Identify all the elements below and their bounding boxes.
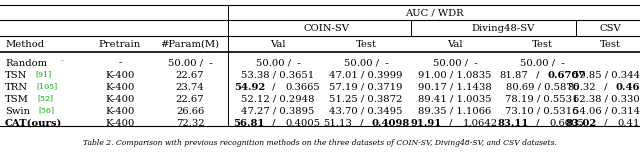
- Text: 83.02: 83.02: [565, 118, 596, 128]
- Text: 73.10 / 0.5316: 73.10 / 0.5316: [506, 107, 579, 116]
- Text: K-400: K-400: [106, 118, 134, 128]
- Text: 0.4193: 0.4193: [617, 118, 640, 128]
- Text: 52.12 / 0.2948: 52.12 / 0.2948: [241, 95, 315, 104]
- Text: 72.32: 72.32: [176, 118, 204, 128]
- Text: 22.67: 22.67: [176, 95, 204, 104]
- Text: TSN: TSN: [5, 71, 28, 80]
- Text: Val: Val: [447, 40, 463, 49]
- Text: 54.06 / 0.3141: 54.06 / 0.3141: [573, 107, 640, 116]
- Text: -: -: [118, 59, 122, 67]
- Text: 89.41 / 1.0035: 89.41 / 1.0035: [418, 95, 492, 104]
- Text: [105]: [105]: [36, 82, 57, 90]
- Text: K-400: K-400: [106, 95, 134, 104]
- Text: 90.17 / 1.1438: 90.17 / 1.1438: [418, 83, 492, 92]
- Text: 47.01 / 0.3999: 47.01 / 0.3999: [329, 71, 403, 80]
- Text: [56]: [56]: [38, 106, 54, 114]
- Text: 51.13: 51.13: [323, 118, 351, 128]
- Text: [52]: [52]: [37, 94, 53, 102]
- Text: /: /: [533, 118, 543, 128]
- Text: 83.11: 83.11: [498, 118, 529, 128]
- Text: 50.00 /  -: 50.00 / -: [433, 59, 477, 67]
- Text: 43.70 / 0.3495: 43.70 / 0.3495: [329, 107, 403, 116]
- Text: 54.92: 54.92: [234, 83, 265, 92]
- Text: Test: Test: [355, 40, 376, 49]
- Text: CAT(ours): CAT(ours): [5, 118, 62, 128]
- Text: #Param(M): #Param(M): [161, 40, 220, 49]
- Text: 80.32: 80.32: [567, 83, 596, 92]
- Text: 62.38 / 0.3308: 62.38 / 0.3308: [573, 95, 640, 104]
- Text: AUC / WDR: AUC / WDR: [404, 9, 463, 18]
- Text: Test: Test: [600, 40, 621, 49]
- Text: COIN-SV: COIN-SV: [304, 24, 350, 33]
- Text: 0.6707: 0.6707: [548, 71, 586, 80]
- Text: [91]: [91]: [35, 70, 51, 78]
- Text: 22.67: 22.67: [176, 71, 204, 80]
- Text: 89.35 / 1.1066: 89.35 / 1.1066: [419, 107, 492, 116]
- Text: 51.25 / 0.3872: 51.25 / 0.3872: [330, 95, 403, 104]
- Text: K-400: K-400: [106, 71, 134, 80]
- Text: 91.00 / 1.0835: 91.00 / 1.0835: [419, 71, 492, 80]
- Text: 26.66: 26.66: [176, 107, 204, 116]
- Text: TSM: TSM: [5, 95, 29, 104]
- Text: TRN: TRN: [5, 83, 28, 92]
- Text: 80.69 / 0.5876: 80.69 / 0.5876: [506, 83, 579, 92]
- Text: 57.19 / 0.3719: 57.19 / 0.3719: [329, 83, 403, 92]
- Text: 0.3665: 0.3665: [285, 83, 320, 92]
- Text: Test: Test: [531, 40, 552, 49]
- Text: 78.19 / 0.5531: 78.19 / 0.5531: [505, 95, 579, 104]
- Text: Random: Random: [5, 59, 47, 67]
- Text: 0.4005: 0.4005: [285, 118, 320, 128]
- Text: Pretrain: Pretrain: [99, 40, 141, 49]
- Text: /: /: [601, 83, 611, 92]
- Text: 59.85 / 0.3447: 59.85 / 0.3447: [573, 71, 640, 80]
- Text: /: /: [269, 118, 278, 128]
- Text: 1.0642: 1.0642: [462, 118, 497, 128]
- Text: Val: Val: [270, 40, 285, 49]
- Text: 0.4098: 0.4098: [372, 118, 410, 128]
- Text: K-400: K-400: [106, 107, 134, 116]
- Text: 56.81: 56.81: [234, 118, 265, 128]
- Text: 53.38 / 0.3651: 53.38 / 0.3651: [241, 71, 315, 80]
- Text: K-400: K-400: [106, 83, 134, 92]
- Text: -: -: [61, 57, 63, 65]
- Text: /: /: [601, 118, 611, 128]
- Text: 50.00 /  -: 50.00 / -: [520, 59, 564, 67]
- Text: /: /: [269, 83, 279, 92]
- Text: Method: Method: [5, 40, 44, 49]
- Text: 50.00 /  -: 50.00 / -: [344, 59, 388, 67]
- Text: /: /: [357, 118, 367, 128]
- Text: 81.87: 81.87: [499, 71, 527, 80]
- Text: 0.4677: 0.4677: [616, 83, 640, 92]
- Text: 23.74: 23.74: [175, 83, 204, 92]
- Text: CSV: CSV: [599, 24, 621, 33]
- Text: /: /: [446, 118, 456, 128]
- Text: 0.6005: 0.6005: [549, 118, 584, 128]
- Text: 47.27 / 0.3895: 47.27 / 0.3895: [241, 107, 315, 116]
- Text: Diving48-SV: Diving48-SV: [472, 24, 535, 33]
- Text: /: /: [533, 71, 543, 80]
- Text: 50.00 /  -: 50.00 / -: [255, 59, 300, 67]
- Text: 50.00 /  -: 50.00 / -: [168, 59, 212, 67]
- Text: Table 2. Comparison with previous recognition methods on the three datasets of C: Table 2. Comparison with previous recogn…: [83, 139, 557, 147]
- Text: Swin: Swin: [5, 107, 30, 116]
- Text: 91.91: 91.91: [410, 118, 442, 128]
